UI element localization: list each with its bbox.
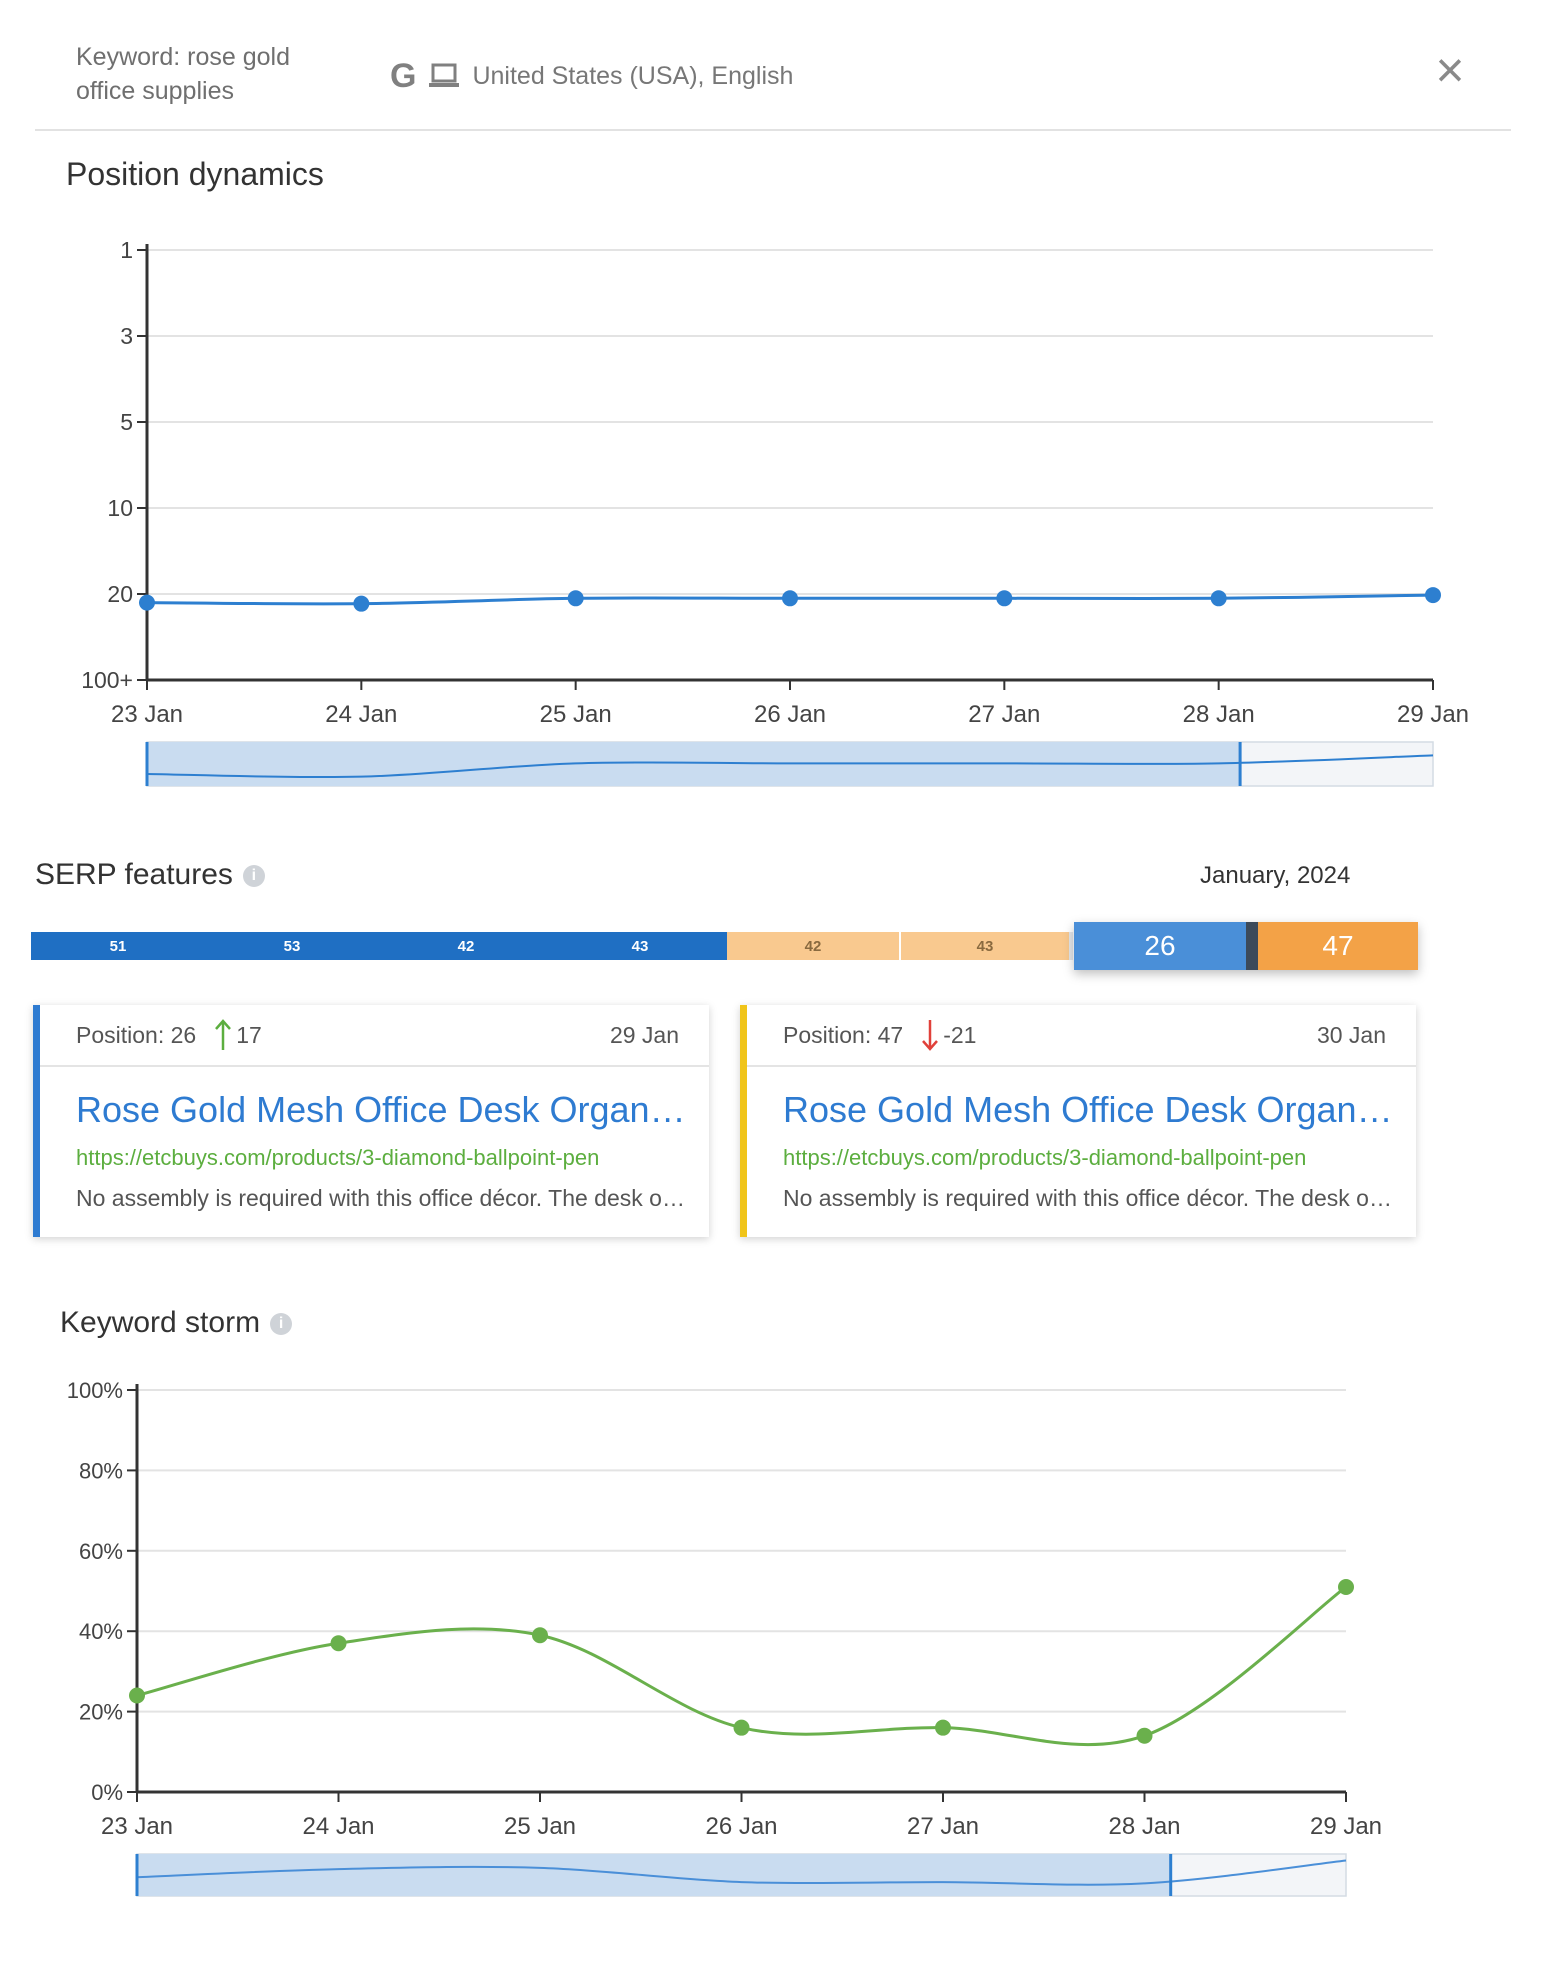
card-header: Position: 47 -21 30 Jan xyxy=(747,1005,1416,1067)
data-point xyxy=(1338,1578,1354,1595)
card-description: No assembly is required with this office… xyxy=(76,1185,689,1211)
x-tick-label: 27 Jan xyxy=(968,701,1040,728)
card-date: 29 Jan xyxy=(609,1021,679,1048)
region-selector: G United States (USA), English xyxy=(390,56,793,96)
close-icon[interactable]: × xyxy=(1435,42,1465,98)
card-change: 17 xyxy=(214,1018,262,1052)
serp-segment[interactable]: 42 xyxy=(727,932,899,960)
data-point xyxy=(996,590,1013,607)
serp-month: January, 2024 xyxy=(1200,862,1351,889)
y-tick-label: 60% xyxy=(79,1539,123,1564)
serp-selected-pair: 26 47 xyxy=(1074,922,1418,970)
data-point xyxy=(129,1687,145,1704)
card-title-link[interactable]: Rose Gold Mesh Office Desk Organizer xyxy=(783,1089,1396,1130)
serp-selected-divider xyxy=(1246,922,1258,970)
data-point xyxy=(567,590,584,607)
card-accent-bar xyxy=(740,1005,747,1237)
x-tick-label: 28 Jan xyxy=(1183,701,1255,728)
serp-features-title: SERP features i xyxy=(35,858,265,892)
y-tick-label: 20% xyxy=(79,1700,123,1725)
card-title-link[interactable]: Rose Gold Mesh Office Desk Organizer xyxy=(76,1089,689,1130)
x-tick-label: 29 Jan xyxy=(1397,701,1469,728)
navigator-line xyxy=(136,1859,1347,1886)
y-tick-label: 10 xyxy=(107,495,133,521)
info-icon[interactable]: i xyxy=(242,865,265,888)
info-icon[interactable]: i xyxy=(270,1313,293,1336)
card-url-link[interactable]: https://etcbuys.com/products/3-diamond-b… xyxy=(76,1145,600,1170)
y-tick-label: 100% xyxy=(67,1378,123,1403)
card-url-link[interactable]: https://etcbuys.com/products/3-diamond-b… xyxy=(783,1145,1307,1170)
x-tick-label: 26 Jan xyxy=(705,1813,777,1840)
data-point xyxy=(782,590,798,607)
data-point xyxy=(330,1635,347,1652)
card-header: Position: 26 17 29 Jan xyxy=(40,1005,709,1067)
x-tick-label: 29 Jan xyxy=(1310,1813,1382,1840)
x-tick-label: 25 Jan xyxy=(540,701,612,728)
arrow-up-icon xyxy=(215,1019,232,1050)
card-change-value: 17 xyxy=(236,1021,262,1048)
y-tick-label: 80% xyxy=(79,1458,123,1483)
keyword-storm-label: Keyword storm xyxy=(60,1306,261,1339)
region-label: United States (USA), English xyxy=(472,61,794,90)
card-position: Position: 26 xyxy=(76,1021,197,1048)
serp-segment[interactable]: 43 xyxy=(899,932,1069,960)
x-tick-label: 23 Jan xyxy=(111,701,183,728)
navigator-selection xyxy=(137,1854,1171,1896)
data-point xyxy=(733,1719,750,1736)
y-tick-label: 20 xyxy=(107,581,133,607)
serp-features-bar: 51 53 42 43 42 43 xyxy=(31,932,1073,960)
x-tick-label: 28 Jan xyxy=(1108,1813,1180,1840)
y-tick-label: 0% xyxy=(91,1780,123,1805)
y-tick-label: 3 xyxy=(120,323,133,349)
position-dynamics-title: Position dynamics xyxy=(66,156,324,192)
position-dynamics-chart: 1 3 5 10 20 100+ 23 Jan 24 Jan 25 Jan 26 Jan 27 Ja… xyxy=(81,237,1469,787)
serp-result-card: Position: 26 17 29 Jan Rose Gold Mesh Of… xyxy=(33,1005,709,1237)
serp-segment[interactable]: 42 xyxy=(379,932,553,960)
x-tick-label: 24 Jan xyxy=(302,1813,374,1840)
card-position: Position: 47 xyxy=(783,1021,904,1048)
keyword-storm-title: Keyword storm i xyxy=(60,1306,293,1340)
y-tick-label: 1 xyxy=(120,237,133,263)
google-g-icon: G xyxy=(390,57,417,95)
x-tick-label: 27 Jan xyxy=(907,1813,979,1840)
serp-features-label: SERP features xyxy=(35,858,233,891)
serp-segment[interactable]: 51 xyxy=(31,932,205,960)
header-divider xyxy=(35,129,1511,131)
y-tick-label: 40% xyxy=(79,1619,123,1644)
navigator-line xyxy=(146,754,1434,779)
card-accent-bar xyxy=(33,1005,40,1237)
keyword-storm-chart: 100% 80% 60% 40% 20% 0% 23 Jan 24 Jan 25 Jan 26 J… xyxy=(67,1378,1382,1897)
serp-segment-gap xyxy=(1069,932,1073,960)
arrow-down-icon xyxy=(922,1020,939,1051)
data-point xyxy=(1210,590,1227,607)
y-tick-label: 5 xyxy=(120,409,133,435)
data-point xyxy=(139,594,155,611)
x-tick-label: 25 Jan xyxy=(504,1813,576,1840)
data-point xyxy=(532,1627,548,1644)
x-tick-label: 23 Jan xyxy=(101,1813,173,1840)
serp-selected-segment[interactable]: 26 xyxy=(1074,922,1246,970)
card-date: 30 Jan xyxy=(1316,1021,1386,1048)
data-point xyxy=(935,1719,951,1736)
card-description: No assembly is required with this office… xyxy=(783,1185,1396,1211)
data-point xyxy=(353,595,370,612)
data-point xyxy=(1136,1727,1153,1744)
serp-segment[interactable]: 53 xyxy=(205,932,379,960)
card-change: -21 xyxy=(921,1018,976,1052)
card-change-value: -21 xyxy=(943,1021,977,1048)
y-tick-label: 100+ xyxy=(81,667,133,693)
serp-segment[interactable]: 43 xyxy=(553,932,727,960)
x-tick-label: 26 Jan xyxy=(754,701,826,728)
x-tick-label: 24 Jan xyxy=(325,701,397,728)
serp-selected-segment[interactable]: 47 xyxy=(1258,922,1418,970)
keyword-label: Keyword: rose gold office supplies xyxy=(76,43,291,105)
laptop-icon xyxy=(429,63,460,87)
serp-result-card: Position: 47 -21 30 Jan Rose Gold Mesh O… xyxy=(740,1005,1416,1237)
data-point xyxy=(1425,587,1441,604)
